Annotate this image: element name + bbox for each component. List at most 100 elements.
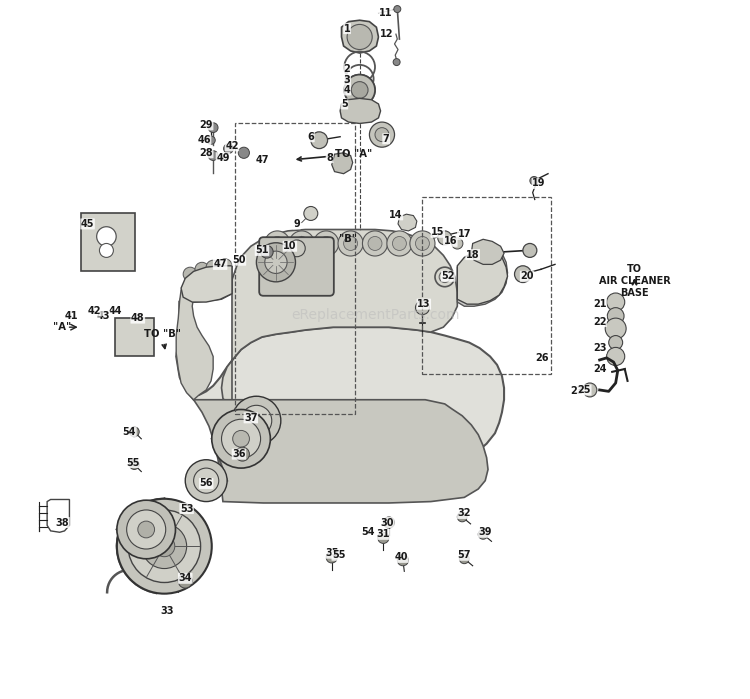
Circle shape bbox=[154, 535, 175, 556]
Circle shape bbox=[375, 128, 389, 142]
Text: 32: 32 bbox=[458, 508, 471, 519]
Circle shape bbox=[460, 554, 470, 563]
Bar bbox=[422, 197, 550, 374]
Circle shape bbox=[347, 24, 372, 50]
Polygon shape bbox=[176, 267, 225, 400]
Text: 57: 57 bbox=[458, 550, 471, 561]
Circle shape bbox=[260, 245, 273, 258]
Circle shape bbox=[232, 431, 250, 447]
Bar bbox=[80, 213, 135, 271]
Text: 13: 13 bbox=[417, 299, 430, 309]
Circle shape bbox=[416, 236, 430, 250]
Circle shape bbox=[241, 405, 272, 436]
Circle shape bbox=[178, 574, 192, 588]
Text: 6: 6 bbox=[308, 131, 314, 142]
Text: 40: 40 bbox=[394, 552, 408, 563]
Text: 36: 36 bbox=[232, 449, 246, 459]
Text: 45: 45 bbox=[81, 219, 94, 229]
Circle shape bbox=[416, 301, 430, 315]
Text: 1: 1 bbox=[344, 24, 350, 34]
Circle shape bbox=[607, 293, 625, 311]
Circle shape bbox=[344, 75, 375, 106]
Text: 10: 10 bbox=[284, 241, 297, 251]
Text: 49: 49 bbox=[216, 152, 229, 163]
Circle shape bbox=[238, 147, 250, 159]
Text: 54: 54 bbox=[362, 527, 375, 538]
Polygon shape bbox=[471, 239, 504, 264]
Circle shape bbox=[394, 6, 400, 13]
Circle shape bbox=[310, 132, 328, 149]
Circle shape bbox=[583, 383, 597, 397]
Text: 51: 51 bbox=[255, 245, 268, 255]
Polygon shape bbox=[458, 249, 508, 304]
Circle shape bbox=[183, 267, 197, 281]
Circle shape bbox=[304, 206, 318, 220]
Text: 17: 17 bbox=[458, 229, 471, 239]
Polygon shape bbox=[221, 229, 458, 411]
Circle shape bbox=[387, 231, 412, 256]
Circle shape bbox=[338, 231, 363, 256]
Circle shape bbox=[295, 236, 309, 250]
Circle shape bbox=[393, 59, 400, 66]
Bar bbox=[236, 123, 356, 414]
Text: 20: 20 bbox=[520, 271, 534, 281]
FancyBboxPatch shape bbox=[260, 237, 334, 296]
Circle shape bbox=[221, 419, 260, 459]
Text: "A": "A" bbox=[53, 322, 71, 332]
Text: 26: 26 bbox=[536, 353, 549, 363]
Text: 41: 41 bbox=[64, 311, 78, 321]
Circle shape bbox=[326, 552, 338, 563]
Circle shape bbox=[185, 460, 227, 502]
Text: 2: 2 bbox=[344, 64, 350, 74]
Circle shape bbox=[130, 427, 140, 437]
Circle shape bbox=[289, 240, 305, 257]
Text: 19: 19 bbox=[532, 178, 546, 189]
Text: 39: 39 bbox=[478, 527, 492, 538]
Circle shape bbox=[523, 243, 537, 257]
Circle shape bbox=[410, 231, 435, 256]
Circle shape bbox=[370, 122, 394, 147]
Text: "B": "B" bbox=[340, 234, 358, 244]
Circle shape bbox=[398, 554, 409, 565]
Circle shape bbox=[142, 524, 187, 568]
Polygon shape bbox=[181, 266, 232, 302]
Circle shape bbox=[320, 236, 333, 250]
Circle shape bbox=[438, 231, 452, 245]
Text: 15: 15 bbox=[431, 227, 445, 237]
Text: 42: 42 bbox=[88, 306, 101, 316]
Text: 37: 37 bbox=[244, 413, 257, 423]
Circle shape bbox=[609, 336, 622, 350]
Text: 47: 47 bbox=[255, 154, 268, 165]
Polygon shape bbox=[458, 248, 508, 306]
Text: 38: 38 bbox=[56, 517, 69, 528]
Text: 23: 23 bbox=[571, 387, 584, 396]
Text: 52: 52 bbox=[442, 271, 455, 281]
Circle shape bbox=[211, 410, 270, 468]
Circle shape bbox=[232, 396, 280, 445]
Polygon shape bbox=[180, 264, 232, 303]
Text: 50: 50 bbox=[232, 255, 246, 265]
Circle shape bbox=[209, 123, 218, 133]
Text: 12: 12 bbox=[380, 29, 394, 39]
Text: 43: 43 bbox=[96, 311, 109, 321]
Text: 35: 35 bbox=[325, 548, 338, 559]
Text: 30: 30 bbox=[381, 517, 394, 528]
Text: 21: 21 bbox=[593, 299, 607, 309]
Circle shape bbox=[127, 510, 166, 549]
Circle shape bbox=[478, 529, 488, 539]
Text: 4: 4 bbox=[344, 85, 350, 95]
Circle shape bbox=[128, 510, 200, 582]
Text: 11: 11 bbox=[379, 8, 392, 18]
Text: 8: 8 bbox=[326, 152, 333, 163]
Circle shape bbox=[530, 176, 538, 185]
Circle shape bbox=[458, 512, 467, 522]
Circle shape bbox=[607, 347, 625, 366]
Circle shape bbox=[207, 136, 215, 145]
Text: 5: 5 bbox=[341, 99, 348, 109]
Text: 54: 54 bbox=[123, 427, 136, 437]
Circle shape bbox=[368, 236, 382, 250]
Circle shape bbox=[314, 231, 339, 256]
Text: 16: 16 bbox=[443, 236, 457, 246]
Text: 9: 9 bbox=[293, 219, 300, 229]
Text: 42: 42 bbox=[225, 140, 238, 151]
